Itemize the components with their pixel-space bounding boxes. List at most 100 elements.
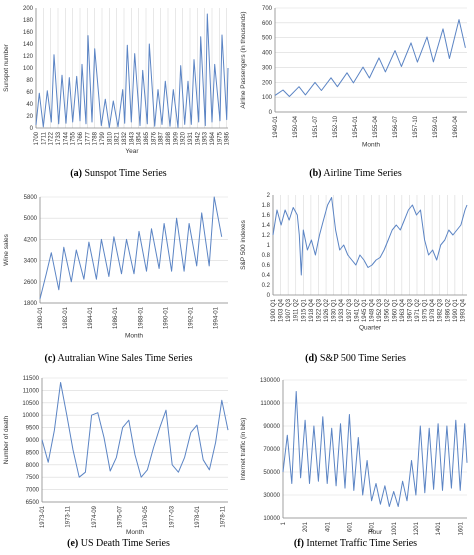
chart4-xtick-label: 1926 Q2 [324,298,330,322]
chart6-xtick-label: 601 [348,521,354,532]
chart4-xtick-label: 1971 Q2 [415,298,421,322]
caption-a-letter: (a) [70,168,82,179]
chart1-xtick-label: 1788 [93,131,99,145]
chart1-xtick-label: 1920 [181,131,187,145]
chart2-xtick-label: 1949-01 [273,115,279,138]
chart4-xtick-label: 1993 Q4 [460,298,466,322]
chart5-ytick-label: 10500 [22,401,39,407]
chart4-xtick-label: 1937 Q3 [347,298,353,322]
chart4-ytick-label: 0.2 [262,283,271,289]
chart5-ytick-label: 9500 [26,426,40,432]
chart1-series-line-0 [35,13,229,128]
chart4-xtick-label: 1963 Q4 [400,298,406,322]
chart2-ytick-label: 300 [262,65,273,71]
chart1-xtick-label: 1854 [137,131,143,145]
chart4-xtick-label: 1915 Q1 [301,298,307,322]
chart4-ytick-label: 2 [267,193,271,199]
chart3-xlabel: Month [125,332,143,339]
caption-c-text: Autralian Wine Sales Time Series [57,353,193,364]
chart4-xtick-label: 1922 Q3 [316,298,322,322]
panel-a: 0 20 40 60 80 100 120 140 160 180 200 1700 1711 1722 1… [0,0,237,185]
caption-e-letter: (e) [67,538,79,549]
chart4-xtick-label: 1978 Q4 [430,298,436,322]
chart6-ytick-label: 30000 [263,493,280,499]
chart2-xlabel: Month [362,141,380,148]
chart4-ytick-label: 0.8 [262,253,271,259]
chart5-xtick-label: 1976-05 [143,505,149,528]
chart6-xlabel: Hour [368,529,383,536]
chart5-series-line-0 [41,382,229,478]
caption-b-text: Airline Time Series [323,168,402,179]
panel-c: 1800 2600 3400 4200 5000 5800 1980-01 1982-01 19… [0,185,237,370]
chart3-ytick-label: 3400 [24,259,38,265]
chart1-xtick-label: 1777 [85,131,91,145]
chart5-ytick-label: 7000 [26,488,40,494]
chart2-series-line-0 [274,19,466,97]
chart3-xtick-label: 1984-01 [88,306,94,329]
panel-b: 0 100 200 300 400 500 600 700 1949-01 1950-04 1951… [237,0,474,185]
chart4-xtick-label: 1956 Q2 [385,298,391,322]
chart4-xtick-label: 1930 Q1 [332,298,338,322]
chart-us-death: 6500 7000 7500 8000 8500 9000 9500 10000 10500 11… [3,376,229,536]
chart3-ylabel: Wine sales [3,233,10,266]
chart2-xtick-label: 1957-10 [413,115,419,138]
chart2-ytick-label: 400 [262,51,273,57]
chart4-ytick-label: 1.4 [262,223,271,229]
chart5-xlabel: Month [126,529,144,536]
chart4-xtick-label: 1975 Q1 [423,298,429,322]
chart4-xtick-label: 1948 Q4 [370,298,376,322]
caption-d-text: S&P 500 Time Series [319,353,406,364]
chart5-ytick-label: 8000 [26,463,40,469]
chart4-xtick-label: 1903 Q4 [279,298,285,322]
chart2-ytick-label: 100 [262,95,273,101]
chart2-ytick-label: 700 [262,6,273,12]
panel-d: 0 0.2 0.4 0.6 0.8 1 1.2 1.4 1.6 1.8 2 1900 Q1 1903 Q… [237,185,474,370]
chart1-xtick-label: 1821 [115,131,121,145]
chart1-ylabel: Sunspot number [3,43,10,92]
chart5-xtick-label: 1977-03 [169,505,175,528]
chart1-xtick-label: 1744 [63,131,69,145]
chart-wine: 1800 2600 3400 4200 5000 5800 1980-01 1982-01 19… [3,195,228,339]
chart5-xtick-label: 1973-01 [40,505,46,528]
chart1-xtick-label: 1766 [78,131,84,145]
chart5-xtick-label: 1973-11 [66,505,72,527]
chart5-ytick-label: 9000 [26,438,40,444]
chart3-ytick-label: 2600 [24,280,38,286]
chart6-xtick-label: 1401 [436,521,442,535]
chart4-xtick-label: 1960 Q1 [392,298,398,322]
chart5-ytick-label: 6500 [26,500,40,506]
chart1-xtick-label: 1810 [107,131,113,145]
chart4-xtick-label: 1967 Q3 [407,298,413,322]
chart1-xlabel: Year [125,148,139,155]
caption-e-text: US Death Time Series [80,538,170,549]
chart3-ytick-label: 1800 [24,301,38,307]
chart1-ytick-label: 20 [26,114,33,120]
chart4-xtick-label: 1941 Q2 [354,298,360,322]
chart1-xtick-label: 1832 [122,131,128,145]
caption-a: (a) Sunspot Time Series [0,168,237,179]
chart6-xtick-label: 1201 [414,521,420,535]
chart1-xtick-label: 1876 [151,131,157,145]
chart1-ytick-label: 40 [26,102,33,108]
chart4-xtick-label: 1952 Q3 [377,298,383,322]
chart5-ylabel: Number of death [3,415,10,464]
chart6-series-line-0 [282,391,468,507]
chart4-ytick-label: 1.2 [262,233,271,239]
caption-c: (c) Autralian Wine Sales Time Series [0,353,237,364]
chart3-xtick-label: 1982-01 [63,306,69,329]
chart-airline: 0 100 200 300 400 500 600 700 1949-01 1950-04 1951… [240,6,467,148]
chart1-xtick-label: 1865 [144,131,150,145]
chart2-xtick-label: 1951-07 [313,115,319,138]
chart1-ytick-label: 160 [23,30,34,36]
chart4-xtick-label: 1990 Q1 [453,298,459,322]
chart4-ytick-label: 1.6 [262,213,271,219]
chart4-xtick-label: 1918 Q4 [309,298,315,322]
panel-e: 6500 7000 7500 8000 8500 9000 9500 10000 10500 11… [0,370,237,555]
chart3-ytick-label: 5800 [24,195,38,201]
chart6-ytick-label: 130000 [260,378,281,384]
chart1-ytick-label: 60 [26,90,33,96]
chart2-xtick-label: 1955-04 [373,115,379,138]
chart1-xtick-label: 1898 [166,131,172,145]
